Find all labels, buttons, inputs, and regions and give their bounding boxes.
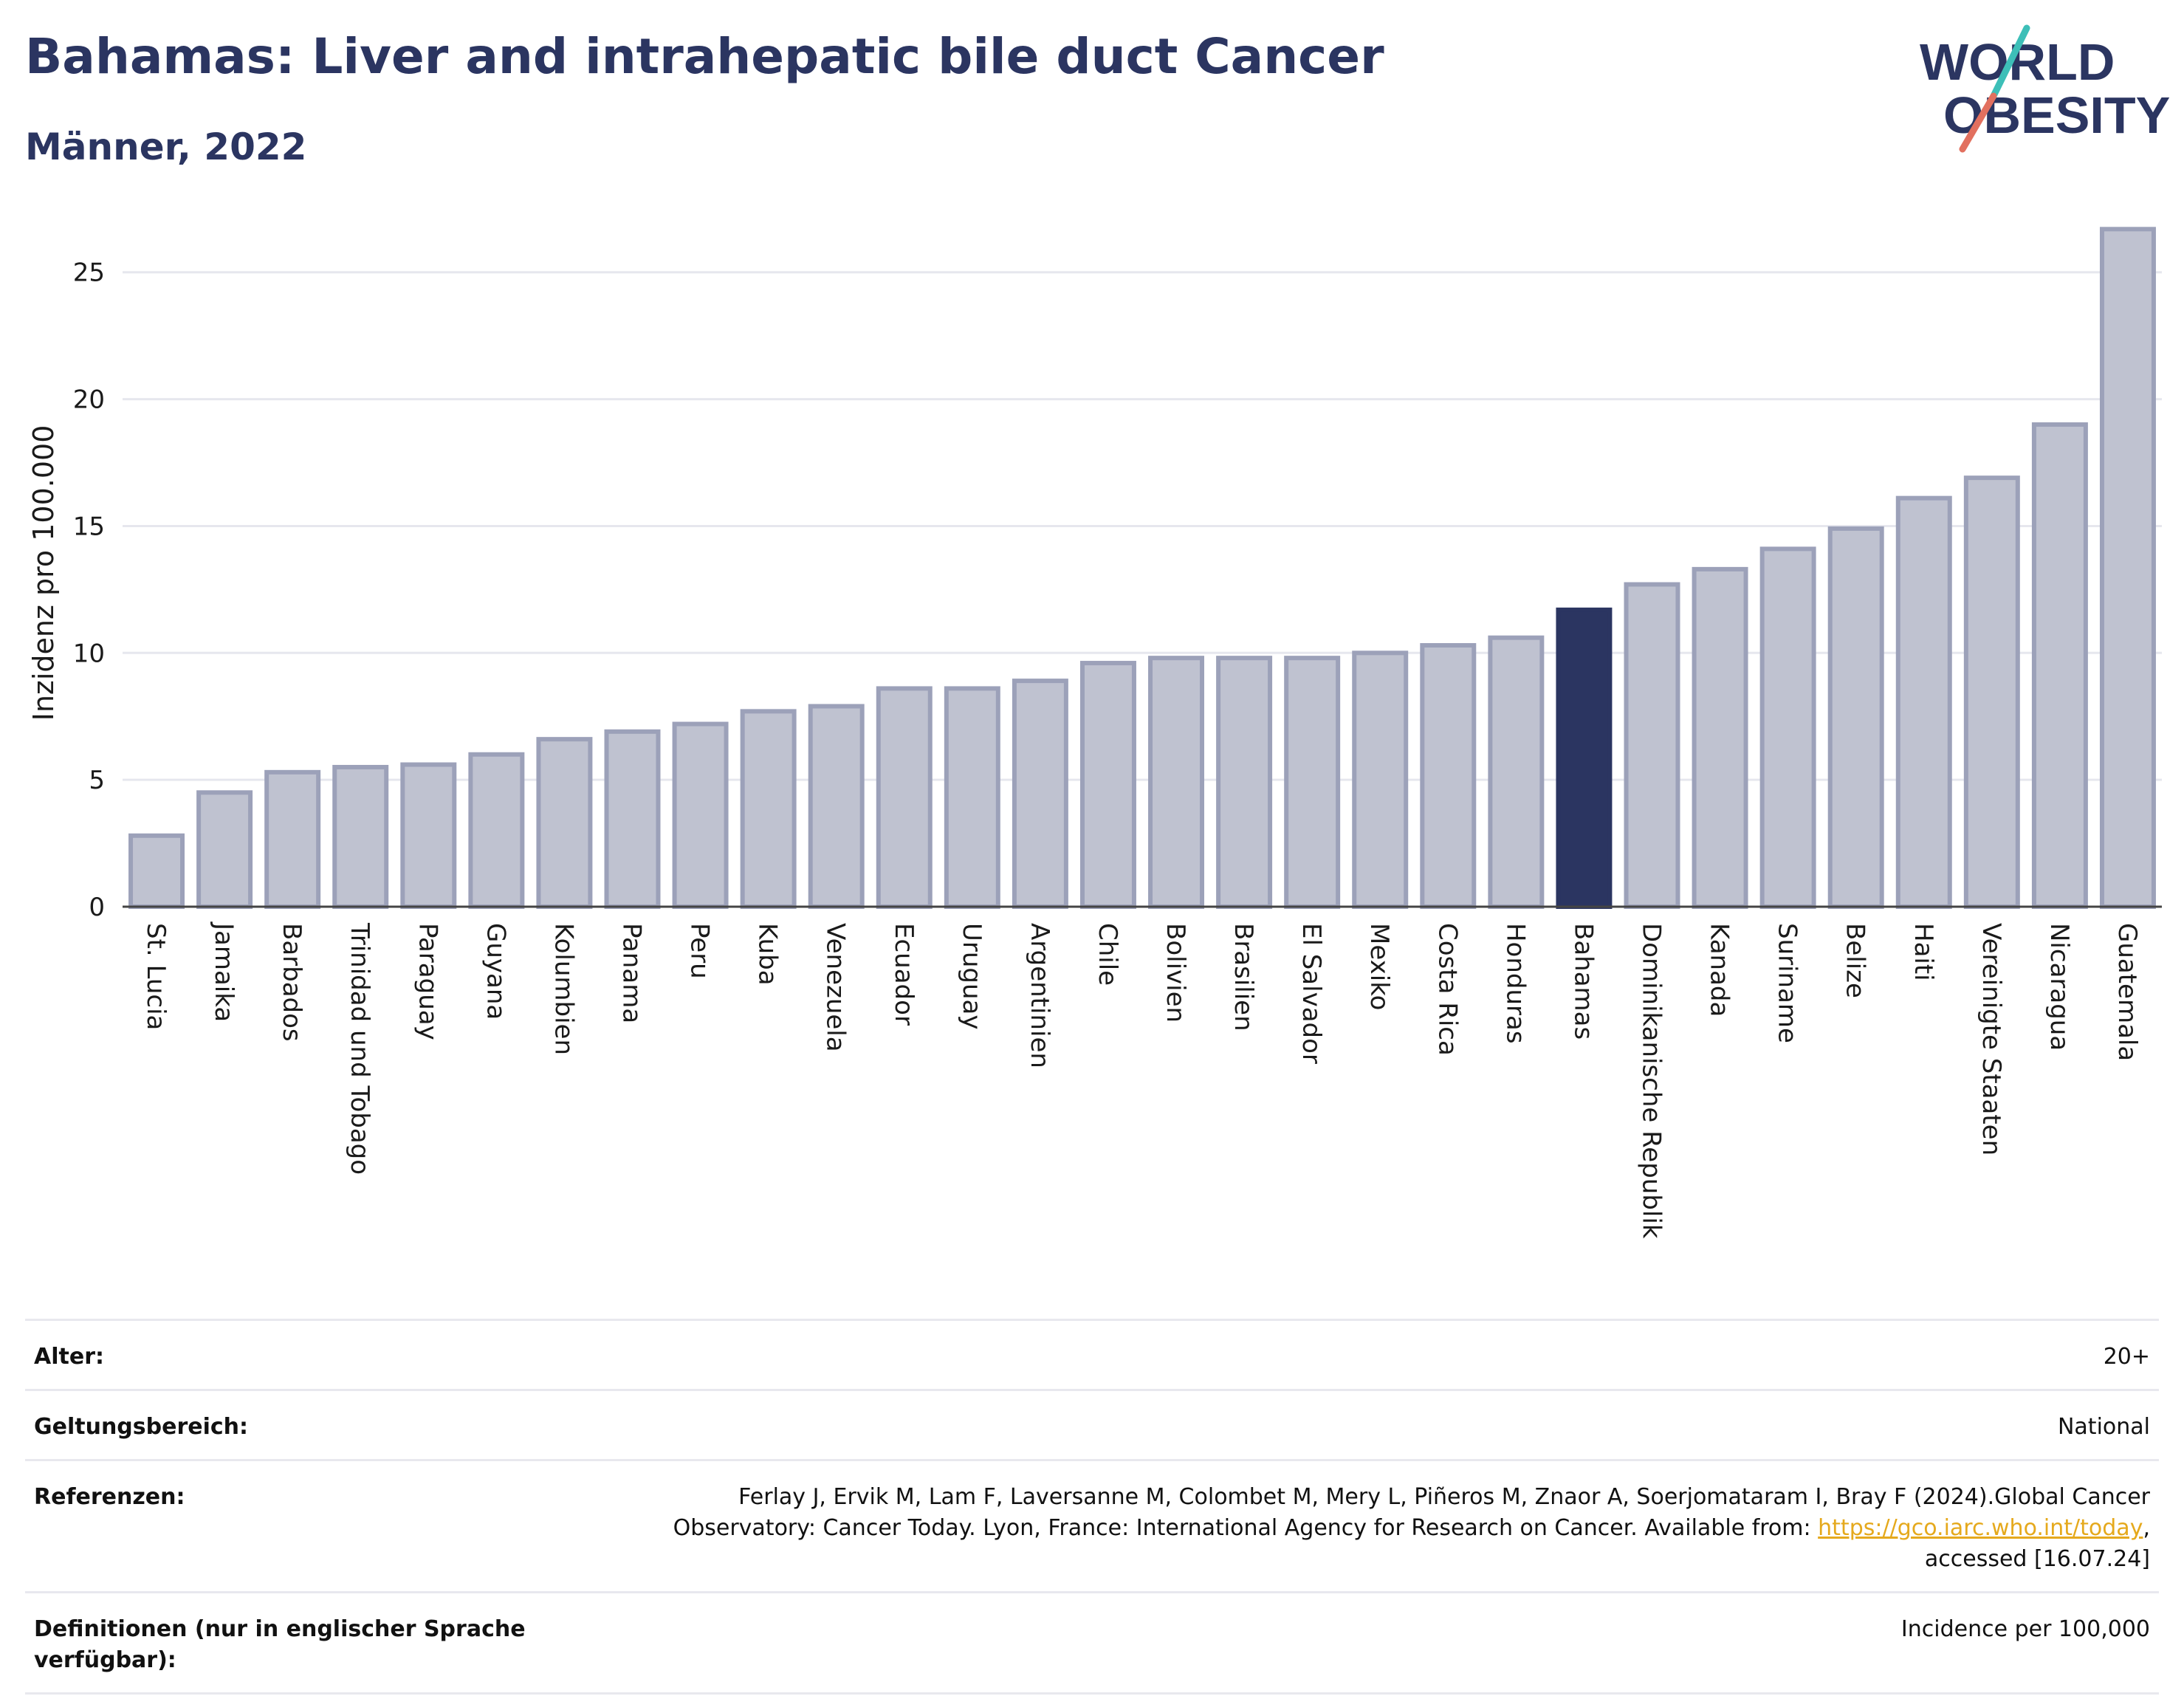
y-tick-label: 20 [73,385,105,415]
y-axis-ticks: 0 5 10 15 20 25 [73,258,105,922]
info-key: Definitionen (nur in englischer Sprache … [34,1616,526,1673]
x-tick-label: Chile [1093,923,1122,986]
info-key: Geltungsbereich: [34,1414,249,1440]
info-key: Alter: [34,1344,104,1370]
x-tick-label: Kanada [1705,923,1734,1017]
bar-chart: 0 5 10 15 20 25 St. Lucia Jamaika Barbados Trini… [27,227,2162,1239]
world-obesity-logo: WORLD OBESITY [1920,24,2170,153]
bar-brasilien[interactable] [1216,656,1273,909]
bar-panama[interactable] [604,729,661,909]
info-row-age: Alter: 20+ [25,1319,2159,1389]
bar-bolivien[interactable] [1148,656,1205,909]
bar-peru[interactable] [672,721,729,909]
y-tick-label: 0 [89,893,105,922]
bar-kuba[interactable] [740,709,797,909]
x-axis-labels: St. Lucia Jamaika Barbados Trinidad und Tob… [141,921,2142,1239]
x-tick-label: Barbados [277,923,306,1042]
x-tick-label: Ecuador [889,923,918,1026]
bar-ecuador[interactable] [876,686,933,909]
grid-lines [123,271,2162,781]
bar-nicaragua[interactable] [2031,422,2088,909]
x-tick-label: Guyana [481,923,510,1020]
chart-title: Bahamas: Liver and intrahepatic bile duc… [25,28,1384,85]
x-tick-label: Trinidad und Tobago [345,922,374,1175]
bar-bahamas[interactable] [1556,607,1613,909]
bar-suriname[interactable] [1759,546,1816,910]
x-tick-label: Uruguay [957,923,986,1030]
bar-belize[interactable] [1827,526,1884,909]
x-tick-label: Argentinien [1025,923,1054,1068]
x-tick-label: Nicaragua [2044,923,2074,1051]
info-row-scope: Geltungsbereich: National [25,1389,2159,1459]
x-tick-label: Kuba [753,923,783,986]
info-value: National [2057,1414,2150,1440]
info-table: Alter: 20+ Geltungsbereich: National Ref… [25,1319,2159,1695]
x-tick-label: Honduras [1500,923,1530,1044]
bar-costa-rica[interactable] [1420,642,1477,909]
bar-dominikanische-republik[interactable] [1624,582,1680,909]
x-tick-label: Mexiko [1364,923,1394,1011]
reference-text: Ferlay J, Ervik M, Lam F, Laversanne M, … [673,1484,2150,1541]
bar-guyana[interactable] [468,752,525,909]
y-tick-label: 25 [73,258,105,288]
bar-honduras[interactable] [1488,635,1545,909]
info-row-references: Referenzen: Ferlay J, Ervik M, Lam F, La… [25,1459,2159,1591]
y-tick-label: 15 [73,512,105,541]
logo-slash-coral [1959,92,1997,153]
x-tick-label: Peru [685,923,715,979]
bar-chile[interactable] [1079,661,1136,909]
y-tick-label: 10 [73,639,105,668]
x-tick-label: Bolivien [1161,923,1190,1023]
x-tick-label: Kolumbien [549,923,578,1055]
bar-argentinien[interactable] [1012,679,1068,909]
info-row-definitions: Definitionen (nur in englischer Sprache … [25,1591,2159,1695]
reference-accessed: , accessed [16.07.24] [1924,1515,2150,1572]
x-tick-label: Vereinigte Staaten [1977,923,2006,1156]
bar-st-lucia[interactable] [128,833,185,909]
bars [128,227,2156,910]
bar-venezuela[interactable] [808,704,865,909]
x-tick-label: Jamaika [209,921,238,1022]
bar-guatemala[interactable] [2099,227,2156,909]
chart-subtitle: Männer, 2022 [25,126,307,168]
x-tick-label: Suriname [1773,923,1802,1043]
bar-mexiko[interactable] [1352,650,1409,910]
bar-jamaika[interactable] [196,790,253,910]
bar-haiti[interactable] [1895,495,1952,909]
bar-trinidad-und-tobago[interactable] [332,764,389,910]
x-tick-label: Haiti [1909,923,1938,981]
info-key: Referenzen: [34,1484,185,1510]
bar-paraguay[interactable] [400,762,457,909]
bar-kolumbien[interactable] [536,737,593,910]
y-axis-label: Inzidenz pro 100.000 [27,425,60,721]
x-tick-label: Paraguay [413,923,442,1040]
info-value: 20+ [2103,1344,2150,1370]
bar-vereinigte-staaten[interactable] [1963,476,2020,909]
x-tick-label: El Salvador [1297,923,1326,1064]
x-tick-label: Brasilien [1229,923,1258,1031]
x-tick-label: Bahamas [1568,923,1598,1040]
bar-kanada[interactable] [1692,566,1748,909]
logo-slash-teal [1990,24,2030,100]
bar-uruguay[interactable] [944,686,1000,909]
x-tick-label: Dominikanische Republik [1637,923,1666,1239]
info-value: Incidence per 100,000 [1900,1616,2150,1642]
x-tick-label: Venezuela [821,923,851,1052]
x-tick-label: Panama [617,923,647,1023]
x-tick-label: Guatemala [2112,923,2142,1061]
reference-link[interactable]: https://gco.iarc.who.int/today [1818,1515,2143,1541]
info-value: Ferlay J, Ervik M, Lam F, Laversanne M, … [600,1482,2150,1575]
bar-barbados[interactable] [264,769,321,909]
x-tick-label: Costa Rica [1432,923,1462,1056]
bar-el-salvador[interactable] [1284,656,1341,909]
y-tick-label: 5 [89,766,105,795]
x-tick-label: Belize [1841,923,1870,998]
x-tick-label: St. Lucia [141,923,171,1030]
